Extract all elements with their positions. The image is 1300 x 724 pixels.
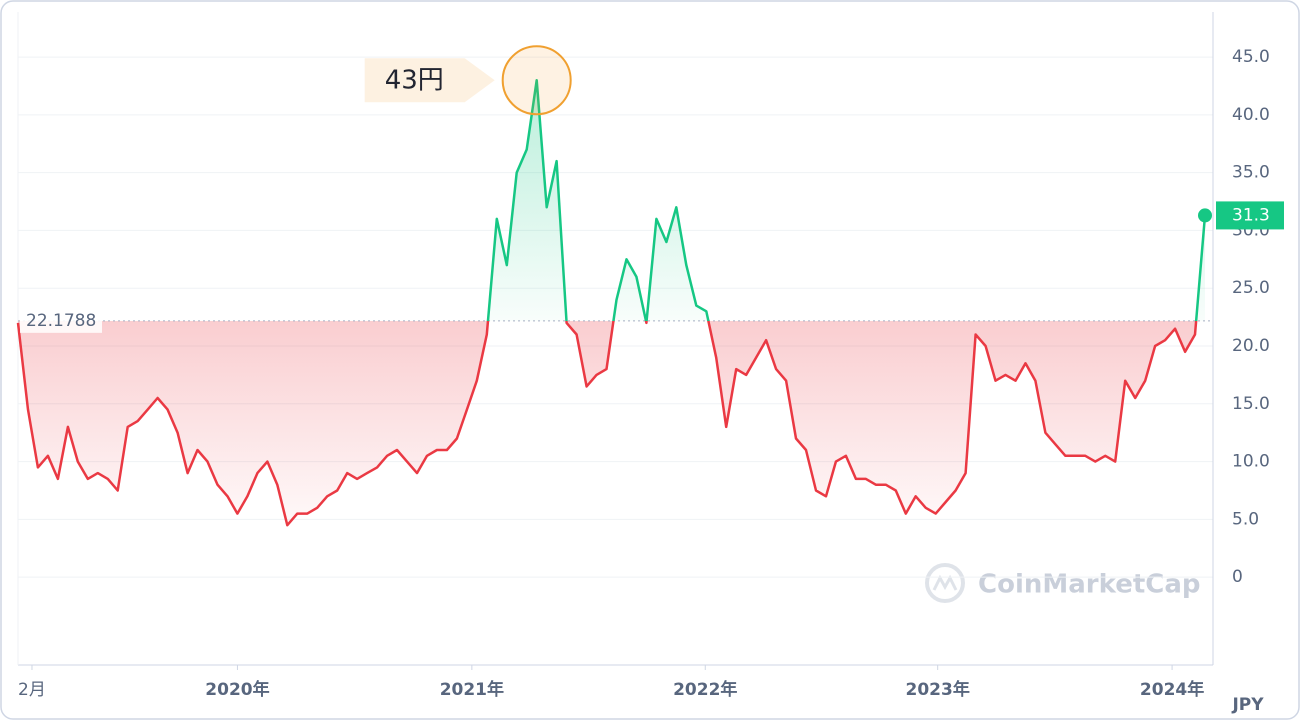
x-tick-label: 2021年 (440, 679, 504, 700)
last-value-label: 31.3 (1232, 205, 1270, 225)
y-tick-label: 0 (1232, 567, 1243, 587)
peak-marker (501, 45, 572, 116)
x-tick-label: 2020年 (205, 679, 269, 700)
baseline-label-bg (20, 308, 102, 333)
y-tick-label: 20.0 (1232, 336, 1270, 356)
x-tick-label: 2月 (18, 680, 46, 700)
price-area (18, 80, 1205, 526)
y-tick-label: 45.0 (1232, 47, 1270, 67)
y-tick-label: 15.0 (1232, 394, 1270, 414)
y-tick-label: 40.0 (1232, 105, 1270, 125)
annotation-box (364, 58, 495, 103)
watermark: CoinMarketCap (978, 570, 1201, 600)
peak-annotation: 43円 (385, 66, 444, 96)
last-label-bg (1216, 201, 1284, 230)
y-tick-label: 25.0 (1232, 278, 1270, 298)
currency-label: JPY (1231, 695, 1264, 715)
x-tick-label: 2024年 (1140, 679, 1204, 700)
y-tick-label: 5.0 (1232, 509, 1259, 529)
price-line (16, 78, 1207, 527)
x-tick-label: 2022年 (673, 679, 737, 700)
watermark-logo (925, 563, 965, 603)
last-point (1198, 208, 1212, 223)
y-tick-label: 35.0 (1232, 163, 1270, 183)
x-tick-label: 2023年 (906, 679, 970, 700)
baseline-label: 22.1788 (26, 311, 96, 331)
y-tick-label: 10.0 (1232, 452, 1270, 472)
